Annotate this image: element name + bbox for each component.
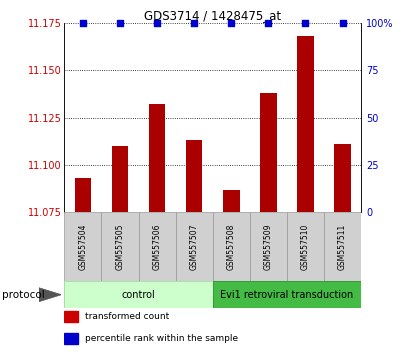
Bar [149,104,166,212]
Bar [260,93,277,212]
Bar [186,141,203,212]
Bar [223,190,239,212]
Bar [287,212,324,281]
Bar [213,281,361,308]
Bar [64,333,78,344]
Bar [324,212,361,281]
Bar [101,212,139,281]
Bar [250,212,287,281]
Bar [75,178,91,212]
Bar [334,144,351,212]
Point [265,20,272,26]
Bar [64,312,78,322]
Text: GSM557506: GSM557506 [153,224,161,270]
Bar [139,212,176,281]
Point [228,20,234,26]
Title: GDS3714 / 1428475_at: GDS3714 / 1428475_at [144,9,281,22]
Text: GSM557509: GSM557509 [264,224,273,270]
Text: GSM557505: GSM557505 [115,224,124,270]
Text: protocol: protocol [2,290,45,300]
Text: GSM557510: GSM557510 [301,224,310,270]
Bar [64,281,213,308]
Text: GSM557508: GSM557508 [227,224,236,270]
Bar [213,212,250,281]
Bar [176,212,213,281]
Bar [112,146,128,212]
Text: transformed count: transformed count [85,312,169,321]
Point [80,20,86,26]
Text: percentile rank within the sample: percentile rank within the sample [85,335,238,343]
Point [339,20,346,26]
Text: GSM557504: GSM557504 [78,224,88,270]
Text: GSM557511: GSM557511 [338,224,347,270]
Polygon shape [39,287,61,302]
Text: GSM557507: GSM557507 [190,224,199,270]
Text: Evi1 retroviral transduction: Evi1 retroviral transduction [220,290,354,300]
Point [191,20,198,26]
Point [154,20,160,26]
Point [302,20,309,26]
Point [117,20,123,26]
Text: control: control [122,290,155,300]
Bar [297,36,314,212]
Bar [64,212,101,281]
